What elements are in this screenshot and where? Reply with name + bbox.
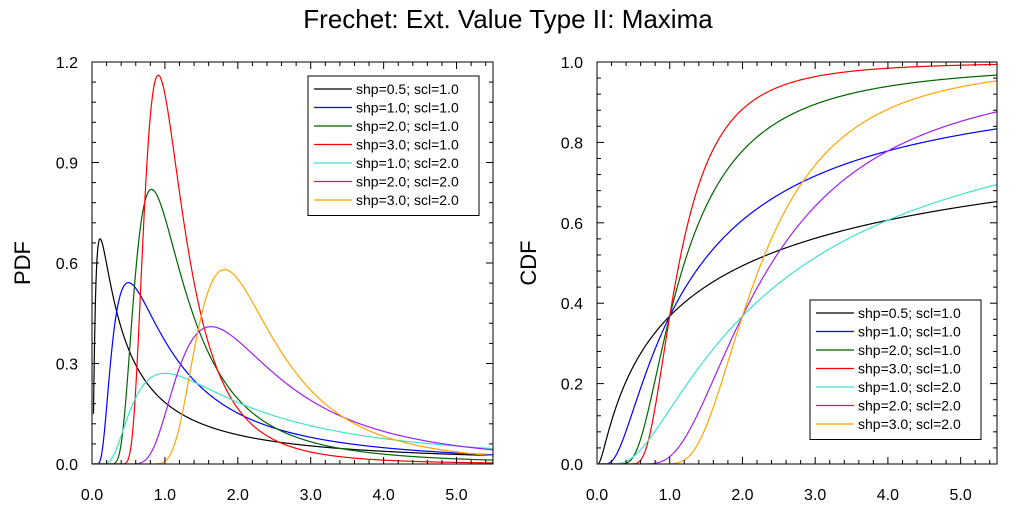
x-tick-label: 2.0 — [731, 487, 753, 504]
legend: shp=0.5; scl=1.0 shp=1.0; scl=1.0 shp=2.0;… — [307, 75, 480, 216]
x-tick-label: 5.0 — [950, 487, 972, 504]
series-line-1 — [598, 128, 997, 464]
y-tick-label: 0.6 — [561, 216, 583, 233]
chart-pdf: 0.0 1.0 2.0 3.0 4.0 5.0 0.0 0.3 0.6 0.9 1.2 PDF shp=… — [10, 55, 494, 504]
legend: shp=0.5; scl=1.0 shp=1.0; scl=1.0 shp=2.0;… — [809, 299, 982, 440]
x-tick-label: 1.0 — [659, 487, 681, 504]
series-line-4 — [93, 372, 493, 464]
legend-box — [809, 299, 982, 440]
legend-label: shp=2.0; scl=2.0 — [356, 174, 459, 190]
series-group — [92, 74, 493, 464]
series-line-0 — [598, 200, 997, 464]
y-tick-label: 0.9 — [56, 156, 78, 173]
x-tick-label: 3.0 — [300, 487, 322, 504]
chart-cdf: 0.0 1.0 2.0 3.0 4.0 5.0 0.0 0.2 0.4 0.6 0.8 1.0 CDF s… — [516, 55, 998, 504]
x-tick-label: 3.0 — [804, 487, 826, 504]
x-tick-label: 4.0 — [373, 487, 395, 504]
y-tick-label: 1.0 — [561, 55, 583, 72]
x-tick-label: 4.0 — [877, 487, 899, 504]
y-tick-label: 0.2 — [561, 377, 583, 394]
y-tick-label: 0.8 — [561, 135, 583, 152]
x-tick-label: 0.0 — [81, 487, 103, 504]
legend-label: shp=1.0; scl=1.0 — [858, 324, 961, 340]
legend-label: shp=3.0; scl=2.0 — [356, 192, 459, 208]
x-tick-label: 2.0 — [227, 487, 249, 504]
y-axis-label: CDF — [516, 240, 541, 285]
series-line-5 — [598, 111, 997, 464]
series-line-2 — [93, 188, 493, 464]
legend-label: shp=1.0; scl=1.0 — [356, 100, 459, 116]
series-line-3 — [598, 63, 997, 464]
legend-label: shp=3.0; scl=2.0 — [858, 416, 961, 432]
legend-label: shp=3.0; scl=1.0 — [858, 361, 961, 377]
series-line-4 — [598, 183, 997, 464]
y-tick-label: 0.0 — [56, 457, 78, 474]
series-line-5 — [93, 326, 493, 464]
plot-frame — [596, 61, 998, 465]
series-line-0 — [92, 238, 493, 457]
y-tick-label: 0.6 — [56, 256, 78, 273]
series-line-2 — [598, 74, 997, 464]
legend-label: shp=3.0; scl=1.0 — [356, 137, 459, 153]
y-tick-label: 0.3 — [56, 357, 78, 374]
y-axis-label: PDF — [10, 241, 35, 285]
x-tick-label: 5.0 — [445, 487, 467, 504]
legend-label: shp=1.0; scl=2.0 — [858, 379, 961, 395]
x-tick-label: 1.0 — [154, 487, 176, 504]
y-tick-label: 0.4 — [561, 296, 583, 313]
series-line-3 — [93, 74, 493, 464]
legend-label: shp=0.5; scl=1.0 — [858, 305, 961, 321]
legend-label: shp=2.0; scl=1.0 — [356, 118, 459, 134]
legend-label: shp=1.0; scl=2.0 — [356, 155, 459, 171]
legend-label: shp=2.0; scl=2.0 — [858, 398, 961, 414]
series-line-6 — [93, 269, 493, 464]
legend-label: shp=2.0; scl=1.0 — [858, 342, 961, 358]
legend-box — [307, 75, 480, 216]
y-tick-label: 0.0 — [561, 457, 583, 474]
legend-label: shp=0.5; scl=1.0 — [356, 81, 459, 97]
series-line-1 — [93, 282, 493, 464]
x-tick-label: 0.0 — [586, 487, 608, 504]
figure-title: Frechet: Ext. Value Type II: Maxima — [303, 4, 713, 34]
y-tick-label: 1.2 — [56, 55, 78, 72]
